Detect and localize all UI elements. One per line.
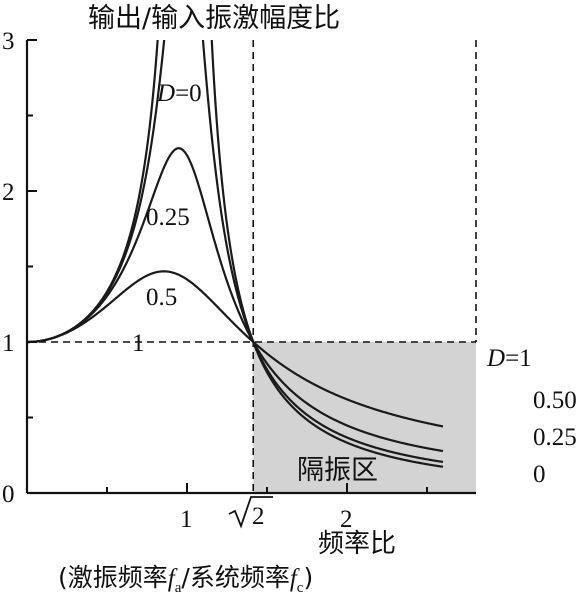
x-axis-label: 频率比	[318, 529, 396, 559]
x-sublabel-prefix: (激振频率	[58, 563, 168, 592]
isolation-region-label: 隔振区	[297, 455, 378, 486]
x-axis-sublabel: (激振频率fa/系统频率fc)	[58, 563, 313, 595]
svg-text:2: 2	[252, 503, 265, 530]
x-tick-label: 2	[340, 506, 353, 533]
series-right-label-d0: 0	[533, 461, 546, 488]
x-sublabel-f-a: f	[168, 565, 178, 592]
sqrt2-tick-label: 2	[228, 496, 273, 530]
isolation-region	[253, 342, 476, 493]
x-sublabel-suffix: )	[303, 563, 313, 592]
series-right-label-d025: 0.25	[533, 424, 577, 451]
y-tick-label: 1	[2, 330, 15, 357]
series-right-label-d1: D=1	[486, 345, 532, 372]
series-line-2	[27, 147, 444, 453]
series-line-3	[27, 270, 444, 428]
series-label-d1: 1	[132, 330, 145, 357]
x-tick-label: 1	[180, 506, 193, 533]
series-label-d05: 0.5	[146, 284, 177, 311]
series-line-d0-right	[210, 40, 444, 468]
y-tick-label: 2	[2, 179, 15, 206]
x-sublabel-sub-c: c	[297, 580, 304, 595]
series-right-label-d05: 0.50	[533, 387, 577, 414]
series-label-d025: 0.25	[146, 204, 190, 231]
y-tick-label: 3	[2, 28, 15, 55]
axes: 0 1 2 3 1 2	[2, 28, 476, 533]
x-sublabel-sub-a: a	[175, 580, 182, 595]
chart-title: 输出/输入振激幅度比	[88, 3, 340, 34]
series-group	[27, 40, 444, 468]
x-sublabel-mid: /系统频率	[181, 563, 289, 592]
series-label-d0: D=0	[156, 80, 202, 107]
x-sublabel-f-c: f	[290, 565, 300, 592]
y-tick-label: 0	[2, 481, 15, 508]
